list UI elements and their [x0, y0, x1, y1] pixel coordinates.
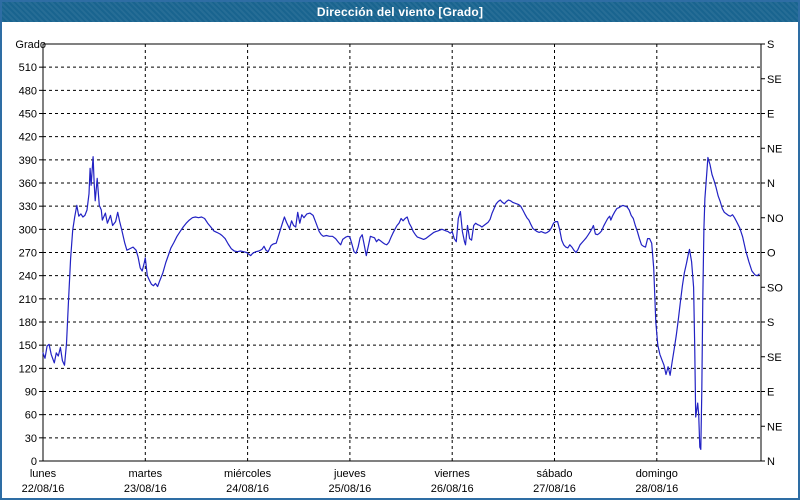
left-axis-tick-label: 480: [19, 85, 37, 97]
day-name-label: viernes: [434, 468, 470, 480]
left-axis-tick-label: 60: [25, 410, 37, 422]
day-date-label: 25/08/16: [328, 483, 371, 495]
compass-label: NE: [767, 421, 782, 433]
left-axis-tick-label: 210: [19, 294, 37, 306]
compass-label: E: [767, 109, 774, 121]
wind-direction-series: [42, 156, 760, 450]
grid-lines: [43, 44, 761, 461]
day-name-label: jueves: [333, 468, 366, 480]
day-date-label: 28/08/16: [635, 483, 678, 495]
day-name-label: sábado: [536, 468, 572, 480]
left-axis-tick-label: 450: [19, 109, 37, 121]
left-axis-tick-label: 30: [25, 433, 37, 445]
left-axis-tick-label: 240: [19, 271, 37, 283]
wind-direction-chart: 0 30 60 90 120 150 180 210 240 270 300 330 360 390 420…: [15, 39, 784, 495]
day-date-label: 27/08/16: [533, 483, 576, 495]
page-title: Dirección del viento [Grado]: [316, 5, 484, 19]
compass-label: S: [767, 39, 774, 51]
left-axis: 0 30 60 90 120 150 180 210 240 270 300 330 360 390 420…: [15, 39, 46, 468]
left-axis-tick-label: 180: [19, 317, 37, 329]
compass-label: N: [767, 178, 775, 190]
chart-area: 0 30 60 90 120 150 180 210 240 270 300 330 360 390 420…: [2, 22, 798, 498]
compass-label: S: [767, 317, 774, 329]
compass-label: NE: [767, 143, 782, 155]
day-name-label: martes: [128, 468, 162, 480]
compass-label: N: [767, 456, 775, 468]
day-name-label: lunes: [30, 468, 57, 480]
compass-label: NO: [767, 213, 784, 225]
compass-label: SE: [767, 74, 782, 86]
left-axis-tick-label: 360: [19, 178, 37, 190]
compass-label: SO: [767, 282, 783, 294]
left-axis-tick-label: 330: [19, 201, 37, 213]
day-date-label: 22/08/16: [22, 483, 65, 495]
compass-label: E: [767, 387, 774, 399]
day-date-label: 26/08/16: [431, 483, 474, 495]
y-axis-title: Grado: [15, 39, 46, 51]
compass-label: SE: [767, 352, 782, 364]
right-axis: S SE E NE N NO O SO S SE E NE N: [761, 39, 784, 468]
left-axis-tick-label: 510: [19, 62, 37, 74]
day-name-label: miércoles: [224, 468, 272, 480]
plot-border: [42, 43, 762, 462]
day-date-label: 23/08/16: [124, 483, 167, 495]
left-axis-tick-label: 420: [19, 132, 37, 144]
left-axis-tick-label: 150: [19, 340, 37, 352]
left-axis-tick-label: 390: [19, 155, 37, 167]
day-date-label: 24/08/16: [226, 483, 269, 495]
x-axis: lunes 22/08/16 martes 23/08/16 miércoles 24/0…: [22, 468, 679, 495]
left-axis-tick-label: 300: [19, 224, 37, 236]
compass-label: O: [767, 248, 776, 260]
left-axis-tick-label: 0: [31, 456, 37, 468]
title-bar: Dirección del viento [Grado]: [2, 2, 798, 22]
left-axis-tick-label: 90: [25, 387, 37, 399]
left-axis-tick-label: 120: [19, 363, 37, 375]
left-axis-tick-label: 270: [19, 248, 37, 260]
day-name-label: domingo: [636, 468, 678, 480]
